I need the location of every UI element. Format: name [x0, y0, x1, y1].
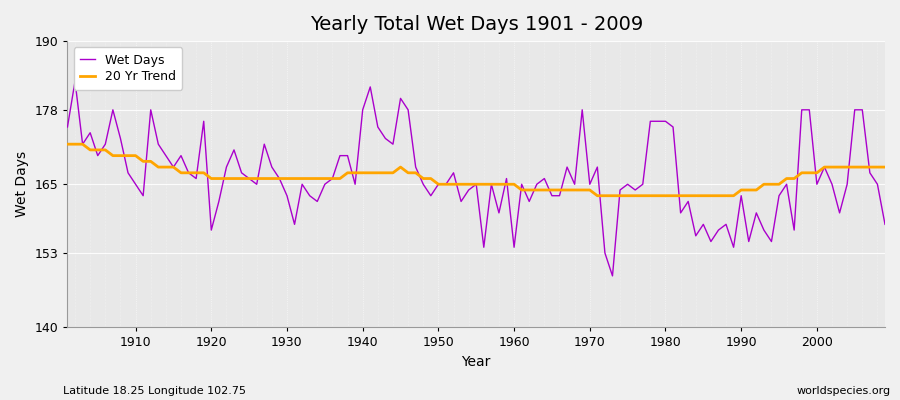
Title: Yearly Total Wet Days 1901 - 2009: Yearly Total Wet Days 1901 - 2009: [310, 15, 643, 34]
20 Yr Trend: [879, 165, 890, 170]
X-axis label: Year: Year: [462, 355, 490, 369]
Wet Days: [297, 182, 308, 187]
20 Yr Trend: [289, 176, 300, 181]
Wet Days: [62, 125, 73, 130]
20 Yr Trend: [508, 182, 519, 187]
Wet Days: [879, 222, 890, 227]
20 Yr Trend: [592, 193, 603, 198]
Legend: Wet Days, 20 Yr Trend: Wet Days, 20 Yr Trend: [74, 47, 182, 90]
Wet Days: [69, 79, 80, 84]
Wet Days: [508, 245, 519, 250]
Wet Days: [615, 188, 626, 192]
Wet Days: [130, 182, 141, 187]
20 Yr Trend: [122, 153, 133, 158]
Wet Days: [608, 274, 618, 278]
Y-axis label: Wet Days: Wet Days: [15, 151, 29, 217]
20 Yr Trend: [608, 193, 618, 198]
Line: Wet Days: Wet Days: [68, 81, 885, 276]
Line: 20 Yr Trend: 20 Yr Trend: [68, 144, 885, 196]
Text: worldspecies.org: worldspecies.org: [796, 386, 891, 396]
20 Yr Trend: [335, 176, 346, 181]
Text: Latitude 18.25 Longitude 102.75: Latitude 18.25 Longitude 102.75: [63, 386, 246, 396]
Wet Days: [517, 182, 527, 187]
20 Yr Trend: [62, 142, 73, 146]
20 Yr Trend: [501, 182, 512, 187]
Wet Days: [342, 153, 353, 158]
